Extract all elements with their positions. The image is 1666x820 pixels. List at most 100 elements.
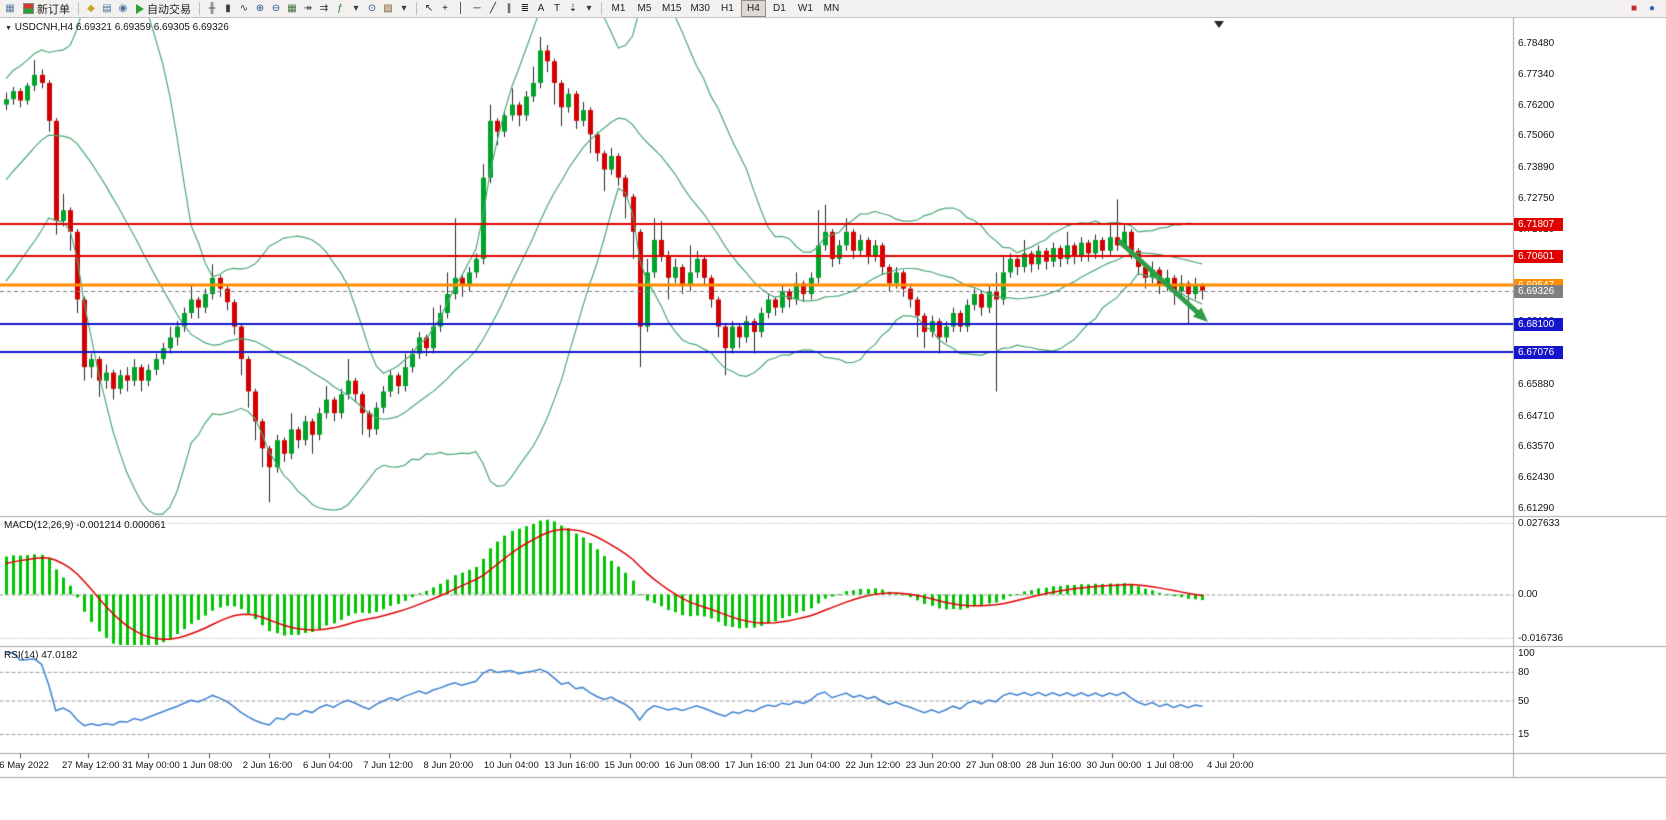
toolbar-separator xyxy=(199,2,200,15)
price-axis-label: 6.62430 xyxy=(1518,472,1555,483)
new-order-label: 新订单 xyxy=(37,3,70,16)
rsi-header: RSI(14) 47.0182 xyxy=(4,650,77,661)
macd-label: MACD(12,26,9) xyxy=(4,520,74,531)
time-axis-label: 28 Jun 16:00 xyxy=(1026,760,1082,771)
navigator-icon[interactable]: ◉ xyxy=(118,3,128,14)
timeframe-w1[interactable]: W1 xyxy=(797,3,813,14)
chart-symbol-header: ▼ USDCNH,H4 6.69321 6.69359 6.69305 6.69… xyxy=(5,22,229,33)
bar-chart-icon[interactable]: ╫ xyxy=(208,3,216,14)
price-axis-label: 6.73890 xyxy=(1518,162,1555,173)
horizontal-line-icon[interactable]: ─ xyxy=(473,3,481,14)
new-order-icon xyxy=(23,3,34,14)
rsi-axis-label: 80 xyxy=(1518,667,1530,678)
arrows-dropdown-icon[interactable]: ▾ xyxy=(586,3,592,14)
macd-value-main: -0.001214 xyxy=(76,520,122,531)
rsi-axis-label: 50 xyxy=(1518,696,1530,707)
macd-axis-label: 0.027633 xyxy=(1518,518,1560,529)
chart-window-icon[interactable]: ▦ xyxy=(5,3,15,14)
macd-value-signal: 0.000061 xyxy=(124,520,166,531)
new-order-button[interactable]: 新订单 xyxy=(19,1,74,16)
chart-shift-icon[interactable]: ⇉ xyxy=(319,3,329,14)
indicators-dropdown-icon[interactable]: ▾ xyxy=(353,3,359,14)
toolbar-right-icons: ■ ● xyxy=(1626,1,1660,16)
chart-ohlc: 6.69321 6.69359 6.69305 6.69326 xyxy=(75,22,229,33)
time-axis-label: 2 Jun 16:00 xyxy=(242,760,293,771)
price-line-badge[interactable]: 6.70601 xyxy=(1514,250,1563,263)
time-axis-label: 1 Jul 08:00 xyxy=(1146,760,1194,771)
time-axis-label: 30 Jun 00:00 xyxy=(1086,760,1142,771)
trendline-icon[interactable]: ╱ xyxy=(489,3,497,14)
rsi-label: RSI(14) xyxy=(4,650,39,661)
autotrading-button[interactable]: 自动交易 xyxy=(132,1,195,16)
channel-icon[interactable]: ∥ xyxy=(506,3,512,14)
chart-symbol: USDCNH,H4 xyxy=(14,22,74,33)
market-watch-icon[interactable]: ▤ xyxy=(102,3,112,14)
cursor-icon[interactable]: ↖ xyxy=(424,3,434,14)
autotrading-play-icon xyxy=(136,3,144,14)
toolbar-chart-icons: ╫ ▮ ∿ ⊕ ⊖ ▦ ↠ ⇉ ƒ ▾ ⊙ ▨ ▾ xyxy=(204,1,412,16)
auto-scroll-icon[interactable]: ↠ xyxy=(303,3,313,14)
label-icon[interactable]: T xyxy=(553,3,561,14)
timeframe-h4[interactable]: H4 xyxy=(740,0,766,17)
macd-axis-label: 0.00 xyxy=(1518,589,1538,600)
timeframe-m15[interactable]: M15 xyxy=(662,3,682,14)
line-chart-icon[interactable]: ∿ xyxy=(239,3,249,14)
price-axis-label: 6.63570 xyxy=(1518,441,1555,452)
vertical-line-icon[interactable]: │ xyxy=(457,3,465,14)
time-axis-label: 31 May 00:00 xyxy=(122,760,180,771)
template-icon[interactable]: ▨ xyxy=(383,3,393,14)
time-axis-label: 15 Jun 00:00 xyxy=(604,760,660,771)
clock-icon[interactable]: ⊙ xyxy=(367,3,377,14)
text-icon[interactable]: A xyxy=(537,3,545,14)
time-axis-label: 23 Jun 20:00 xyxy=(905,760,961,771)
price-line-badge[interactable]: 6.68100 xyxy=(1514,318,1563,331)
price-axis-label: 6.78480 xyxy=(1518,38,1555,49)
time-axis-label: 6 Jun 04:00 xyxy=(303,760,353,771)
rsi-axis-label: 100 xyxy=(1518,648,1535,659)
toolbar-panel-icons: ◆ ▤ ◉ xyxy=(83,1,131,16)
time-axis-label: 26 May 2022 xyxy=(0,760,49,771)
arrows-tool-icon[interactable]: ⇣ xyxy=(568,3,578,14)
fibonacci-icon[interactable]: ≣ xyxy=(520,3,530,14)
timeframe-mn[interactable]: MN xyxy=(823,3,840,14)
time-axis-label: 16 Jun 08:00 xyxy=(664,760,720,771)
timeframe-m5[interactable]: M5 xyxy=(637,3,652,14)
toolbar-separator xyxy=(78,2,79,15)
zoom-in-icon[interactable]: ⊕ xyxy=(255,3,265,14)
macd-header: MACD(12,26,9) -0.001214 0.000061 xyxy=(4,520,166,531)
toolbar-separator xyxy=(416,2,417,15)
price-axis-label: 6.72750 xyxy=(1518,193,1555,204)
history-center-icon[interactable]: ◆ xyxy=(87,3,95,14)
ohlc-collapse-icon[interactable]: ▼ xyxy=(5,25,12,32)
chart-alert-icon[interactable]: ■ xyxy=(1630,3,1638,14)
time-axis-label: 27 May 12:00 xyxy=(62,760,120,771)
timeframe-m1[interactable]: M1 xyxy=(611,3,626,14)
price-axis-label: 6.76200 xyxy=(1518,100,1555,111)
timeframe-d1[interactable]: D1 xyxy=(773,3,786,14)
indicators-icon[interactable]: ƒ xyxy=(337,3,343,14)
timeframe-h1[interactable]: H1 xyxy=(721,3,734,14)
price-line-badge[interactable]: 6.71807 xyxy=(1514,218,1563,231)
tile-windows-icon[interactable]: ▦ xyxy=(287,3,297,14)
price-axis-label: 6.65880 xyxy=(1518,379,1555,390)
template-dropdown-icon[interactable]: ▾ xyxy=(401,3,407,14)
timeframe-m30[interactable]: M30 xyxy=(690,3,710,14)
candlestick-chart-icon[interactable]: ▮ xyxy=(225,3,231,14)
community-icon[interactable]: ● xyxy=(1648,3,1656,14)
rsi-axis-label: 15 xyxy=(1518,729,1530,740)
crosshair-icon[interactable]: + xyxy=(442,3,448,14)
toolbar: ▦ 新订单 ◆ ▤ ◉ 自动交易 ╫ ▮ ∿ ⊕ ⊖ ▦ ↠ ⇉ ƒ ▾ ⊙ ▨ ▾ ↖ + │ ─ ╱ ∥ ≣ A T ⇣ ▾… xyxy=(0,0,1666,18)
time-axis-label: 21 Jun 04:00 xyxy=(785,760,841,771)
zoom-out-icon[interactable]: ⊖ xyxy=(271,3,281,14)
price-line-badge[interactable]: 6.67076 xyxy=(1514,346,1563,359)
price-axis-label: 6.64710 xyxy=(1518,411,1555,422)
price-axis-label: 6.61290 xyxy=(1518,503,1555,514)
time-axis-label: 10 Jun 04:00 xyxy=(483,760,539,771)
autotrading-label: 自动交易 xyxy=(147,3,191,16)
time-axis-label: 4 Jul 20:00 xyxy=(1206,760,1254,771)
toolbar-drawing-icons: ↖ + │ ─ ╱ ∥ ≣ A T ⇣ ▾ xyxy=(421,1,597,16)
time-axis-label: 17 Jun 16:00 xyxy=(724,760,780,771)
